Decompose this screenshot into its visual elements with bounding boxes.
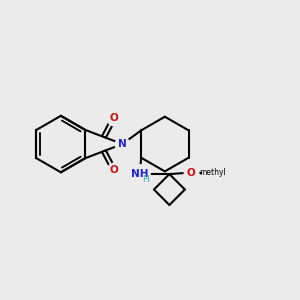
Text: O: O <box>186 168 195 178</box>
Text: O: O <box>110 113 118 123</box>
Text: NH: NH <box>131 169 148 179</box>
Text: methyl: methyl <box>199 168 226 177</box>
Text: H: H <box>142 175 148 184</box>
Text: N: N <box>118 139 127 149</box>
Text: O: O <box>110 165 118 175</box>
